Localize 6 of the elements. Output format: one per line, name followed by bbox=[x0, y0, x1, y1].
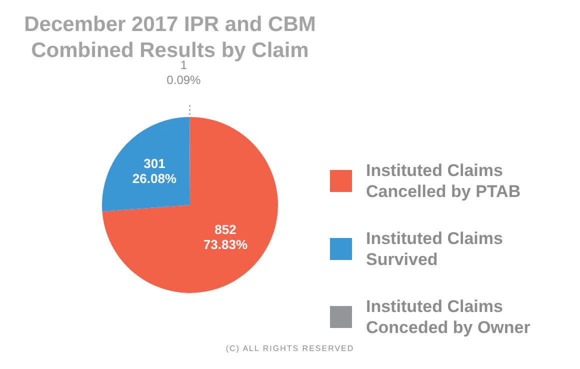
legend-label: Instituted Claims Survived bbox=[366, 228, 504, 270]
legend-label: Instituted Claims Cancelled by PTAB bbox=[366, 160, 522, 202]
legend-label: Instituted Claims Conceded by Owner bbox=[366, 296, 532, 338]
data-label: 301 26.08% bbox=[132, 156, 177, 186]
text: (C) ALL RIGHTS RESERVED bbox=[224, 344, 356, 353]
data-label: 852 73.83% bbox=[203, 222, 248, 252]
